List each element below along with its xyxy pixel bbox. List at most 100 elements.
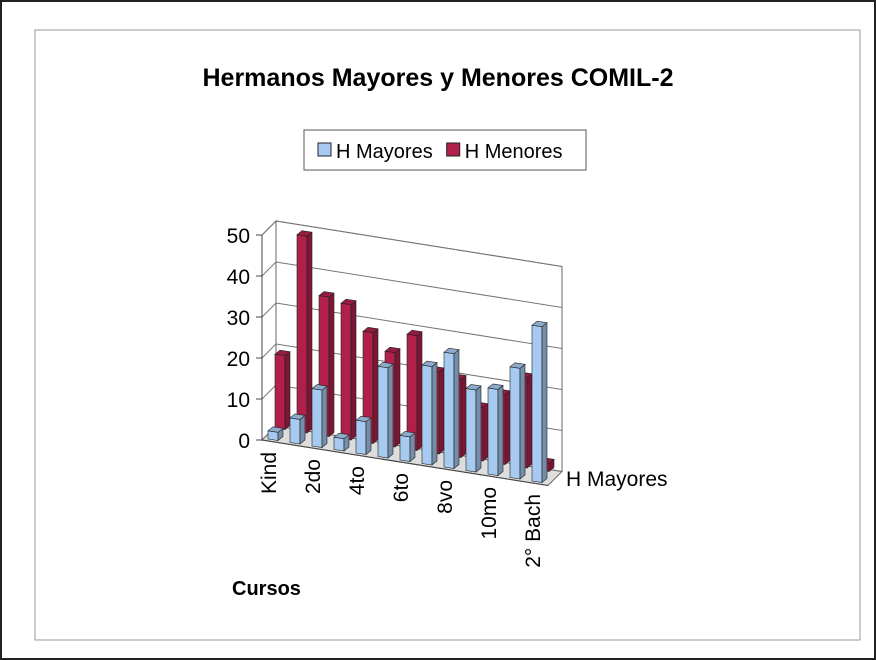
x-tick-label: 10mo: [478, 487, 501, 540]
bar-front: [399, 435, 411, 462]
legend-swatch: [317, 142, 332, 157]
bar-side: [365, 417, 372, 456]
y-tick-label: 0: [238, 430, 250, 453]
y-tick-label: 40: [227, 266, 250, 289]
grid-line: [261, 261, 277, 277]
bar-side: [475, 385, 482, 473]
y-tick-label: 30: [227, 307, 250, 330]
bar: [465, 384, 482, 473]
bar-side: [438, 367, 445, 455]
bar-top: [509, 362, 526, 369]
bar-side: [321, 385, 328, 449]
bar-side: [299, 414, 306, 445]
bar-top: [384, 346, 401, 354]
bar: [531, 320, 548, 484]
bar-top: [318, 291, 335, 298]
bar-front: [487, 387, 499, 476]
legend-box: [303, 129, 587, 171]
y-tick-label: 50: [227, 225, 250, 248]
bar: [399, 431, 416, 463]
x-tick-label: 2° Bach: [522, 494, 545, 568]
legend-label: H Mayores: [336, 141, 433, 163]
grid-line: [261, 302, 277, 318]
bar: [355, 415, 372, 456]
bar: [333, 432, 350, 452]
bar-front: [311, 388, 323, 448]
bar-side: [306, 231, 313, 434]
bar-side: [409, 432, 416, 463]
bar-side: [416, 331, 423, 452]
bar-front: [421, 364, 433, 466]
bar-front: [465, 388, 477, 473]
bar-front: [333, 436, 345, 452]
bar-top: [487, 383, 504, 390]
bar-side: [453, 349, 460, 470]
bar-side: [350, 300, 357, 441]
bar: [296, 230, 313, 434]
bar-top: [333, 432, 350, 440]
bar-side: [526, 373, 533, 469]
bar-top: [267, 426, 284, 433]
bar-side: [482, 403, 489, 462]
bar: [340, 298, 357, 441]
side-wall: [261, 219, 277, 442]
x-axis: [261, 439, 549, 486]
bar: [267, 426, 284, 442]
bar: [362, 326, 379, 445]
bar-side: [372, 328, 379, 445]
grid-line: [261, 384, 277, 400]
chart-title: Hermanos Mayores y Menores COMIL-2: [203, 64, 674, 92]
bar-front: [531, 324, 543, 483]
legend-swatch: [446, 142, 461, 157]
bar: [274, 349, 291, 431]
bar-side: [284, 351, 291, 431]
bar: [509, 362, 526, 480]
bar-top: [531, 320, 548, 328]
bar-front: [274, 353, 286, 430]
bar-top: [311, 384, 328, 391]
bar-top: [274, 349, 291, 357]
bar: [377, 361, 394, 459]
bar: [443, 347, 460, 470]
x-axis-title: Cursos: [232, 578, 301, 600]
bar-side: [431, 361, 438, 466]
bar-side: [394, 348, 401, 448]
bar-top: [340, 298, 357, 306]
bar-front: [377, 365, 389, 459]
bar-side: [541, 322, 548, 484]
bar-top: [362, 326, 379, 334]
x-tick-label: 6to: [390, 473, 413, 502]
bar-side: [519, 363, 526, 480]
x-tick-label: 4to: [346, 466, 369, 495]
bar-front: [355, 419, 367, 455]
bar: [289, 413, 306, 445]
bar-front: [340, 302, 352, 441]
x-tick-label: 8vo: [434, 480, 457, 514]
x-tick-label: 2do: [302, 459, 325, 494]
bar-top: [421, 360, 438, 367]
x-tick-label: Kind: [258, 452, 281, 494]
bar: [311, 384, 328, 449]
bar-top: [355, 415, 372, 423]
grid-line: [261, 220, 277, 236]
bar-top: [443, 347, 460, 355]
bar-front: [509, 366, 521, 480]
bar-front: [443, 351, 455, 469]
grid-line: [275, 261, 563, 308]
bar-top: [377, 361, 394, 369]
bar-front: [296, 234, 308, 434]
bar: [487, 383, 504, 477]
bar-side: [328, 292, 335, 438]
grid-line: [261, 343, 277, 359]
bar-top: [465, 384, 482, 391]
y-tick-label: 20: [227, 348, 250, 371]
bar-top: [406, 329, 423, 337]
depth-axis-label: H Mayores: [566, 468, 668, 491]
bar: [421, 360, 438, 466]
bar-top: [296, 230, 313, 237]
bar-front: [289, 417, 301, 445]
bar-side: [497, 384, 504, 477]
bar-side: [460, 374, 467, 459]
bar-side: [387, 363, 394, 459]
